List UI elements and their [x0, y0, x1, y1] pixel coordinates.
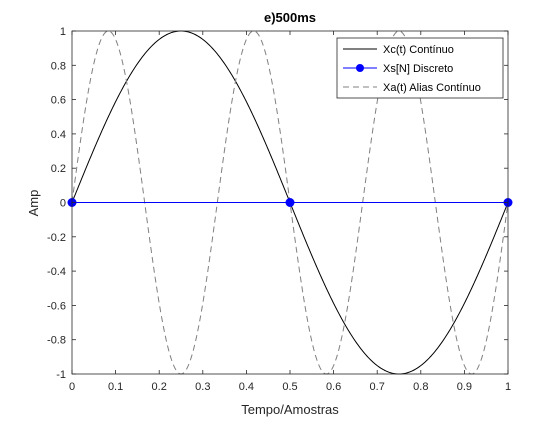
legend: Xc(t) Contínuo Xs[N] Discreto Xa(t) Alias …	[336, 37, 504, 99]
y-tick-label: 0.4	[51, 129, 66, 141]
x-tick-label: 0.9	[457, 381, 472, 393]
x-tick-label: 0.2	[152, 381, 167, 393]
legend-marker	[356, 64, 364, 72]
x-tick-label: 0.8	[413, 381, 428, 393]
y-tick-label: -0.6	[47, 300, 66, 312]
chart-title: e)500ms	[264, 10, 316, 25]
y-tick-label: 0	[60, 198, 66, 210]
legend-label: Xa(t) Alias Contínuo	[383, 82, 481, 94]
y-tick-label: 1	[60, 26, 66, 38]
legend-label: Xs[N] Discreto	[383, 63, 453, 75]
x-tick-label: 0.1	[108, 381, 123, 393]
axes: 0 0.1 0.2 0.3 0.4 0.5 0.6 0.7 0.8 0.9 1 -1 -0.8 -0.6 -…	[47, 26, 511, 393]
y-tick-label: 0.6	[51, 95, 66, 107]
x-axis-label: Tempo/Amostras	[241, 402, 339, 417]
legend-label: Xc(t) Contínuo	[383, 44, 454, 56]
y-axis-label: Amp	[26, 190, 41, 217]
x-tick-label: 0.7	[370, 381, 385, 393]
x-tick-label: 0.3	[195, 381, 210, 393]
data-point	[285, 198, 295, 207]
x-tick-label: 0	[69, 381, 75, 393]
y-tick-label: 0.8	[51, 60, 66, 72]
x-tick-label: 1	[505, 381, 511, 393]
y-tick-label: -0.8	[47, 335, 66, 347]
x-tick-label: 0.5	[282, 381, 297, 393]
x-tick-label: 0.4	[239, 381, 254, 393]
y-tick-label: -0.4	[47, 266, 66, 278]
y-tick-label: -1	[56, 369, 66, 381]
y-tick-label: 0.2	[51, 163, 66, 175]
x-tick-label: 0.6	[326, 381, 341, 393]
y-tick-label: -0.2	[47, 232, 66, 244]
